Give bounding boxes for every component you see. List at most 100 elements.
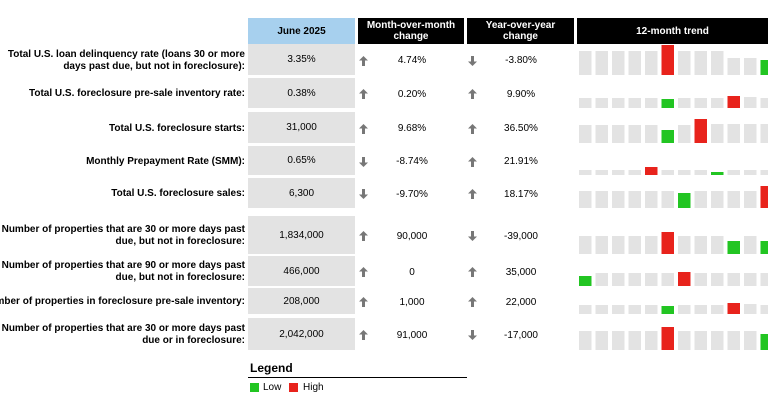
row-label: Total U.S. foreclosure pre-sale inventor… <box>0 78 245 110</box>
trend-bar <box>661 273 674 286</box>
arrow-up <box>468 267 477 277</box>
row-label: Number of properties in foreclosure pre-… <box>0 288 245 316</box>
trend-bar <box>727 191 740 208</box>
trend-bar <box>694 170 707 175</box>
legend-low: Low <box>263 382 282 393</box>
trend-bar <box>579 170 592 175</box>
trend-bar <box>579 305 592 314</box>
trend-bar <box>694 305 707 314</box>
mom-value: 90,000 <box>396 230 428 242</box>
trend-bar <box>744 124 757 143</box>
trend-bar <box>760 334 768 350</box>
trend-bar <box>595 273 608 286</box>
value-cell: 0.38% <box>248 78 355 108</box>
row-label-text: Number of properties that are 30 or more… <box>1 224 245 247</box>
arrow-down <box>359 156 368 167</box>
trend-bar <box>579 51 592 75</box>
yoy-value: -39,000 <box>504 230 538 242</box>
trend-bar <box>595 170 608 175</box>
trend-bar <box>595 125 608 143</box>
trend-bar <box>645 273 658 286</box>
trend-sparkline <box>579 303 768 314</box>
trend-bar <box>645 167 658 175</box>
trend-bar <box>760 124 768 143</box>
trend-bar <box>694 331 707 350</box>
trend-bar <box>694 273 707 286</box>
arrow-up <box>359 297 368 307</box>
trend-bar <box>645 98 658 108</box>
trend-bar <box>760 305 768 314</box>
trend-bar <box>645 125 658 143</box>
trend-bar <box>678 98 691 108</box>
arrow-up <box>359 89 368 99</box>
trend-bar <box>727 58 740 75</box>
trend-bar <box>612 305 625 314</box>
mom-value: 0.20% <box>397 88 427 100</box>
trend-bar <box>661 130 674 143</box>
arrow-up <box>468 123 477 134</box>
row-label: Monthly Prepayment Rate (SMM): <box>0 146 245 177</box>
trend-bar <box>661 170 674 175</box>
value-cell: 6,300 <box>248 178 355 208</box>
trend-bar <box>727 303 740 314</box>
arrow-up <box>468 89 477 99</box>
arrow-up <box>359 267 368 277</box>
row-label-text: Total U.S. loan delinquency rate (loans … <box>7 48 245 72</box>
mom-value: 9.68% <box>397 123 427 134</box>
row-label-text: Number of properties in foreclosure pre-… <box>0 296 245 307</box>
trend-bar <box>727 96 740 108</box>
trend-bar <box>744 170 757 175</box>
trend-bar <box>760 170 768 175</box>
trend-bar <box>595 98 608 108</box>
trend-bar <box>744 58 757 75</box>
value-cell: 0.65% <box>248 146 355 175</box>
trend-bar <box>645 331 658 350</box>
trend-bar <box>595 51 608 75</box>
row-label: Number of properties that are 90 or more… <box>0 256 245 288</box>
trend-sparkline <box>579 232 768 254</box>
trend-bar <box>678 305 691 314</box>
row-label: Number of properties that are 30 or more… <box>0 216 245 256</box>
trend-bar <box>628 305 641 314</box>
arrow-up <box>468 156 477 167</box>
mom-value: 91,000 <box>396 329 428 341</box>
arrow-down <box>468 55 477 66</box>
yoy-value: 9.90% <box>506 88 536 100</box>
trend-bar <box>727 331 740 350</box>
yoy-value: -17,000 <box>504 329 538 341</box>
header-mom: Month-over-month change <box>358 18 464 44</box>
yoy-value: 36.50% <box>504 123 538 134</box>
trend-bar <box>727 273 740 286</box>
trend-bar <box>678 170 691 175</box>
trend-bar <box>661 306 674 314</box>
trend-sparkline <box>579 272 768 286</box>
trend-bar <box>579 191 592 208</box>
row-label-text: Total U.S. foreclosure sales: <box>111 188 245 199</box>
row-label-text: Number of properties that are 90 or more… <box>1 260 245 283</box>
arrow-up <box>468 189 477 199</box>
trend-bar <box>744 273 757 286</box>
trend-bar <box>628 236 641 254</box>
trend-bar <box>711 124 724 143</box>
trend-bar <box>645 191 658 208</box>
trend-sparkline <box>579 119 768 143</box>
trend-bar <box>694 119 707 143</box>
trend-bar <box>760 273 768 286</box>
mom-value: 4.74% <box>397 55 427 66</box>
trend-bar <box>744 331 757 350</box>
trend-bar <box>661 191 674 208</box>
trend-bar <box>744 191 757 208</box>
header-yoy: Year-over-year change <box>467 18 574 44</box>
trend-bar <box>727 124 740 143</box>
trend-bar <box>711 172 724 175</box>
row-label: Total U.S. foreclosure sales: <box>0 178 245 210</box>
trend-bar <box>760 241 768 254</box>
yoy-value: 18.17% <box>504 188 538 200</box>
arrow-up <box>468 297 477 307</box>
trend-bar <box>612 236 625 254</box>
arrow-up <box>359 55 368 66</box>
row-label: Total U.S. loan delinquency rate (loans … <box>0 44 245 77</box>
trend-bar <box>760 60 768 75</box>
legend-title: Legend <box>250 361 293 375</box>
